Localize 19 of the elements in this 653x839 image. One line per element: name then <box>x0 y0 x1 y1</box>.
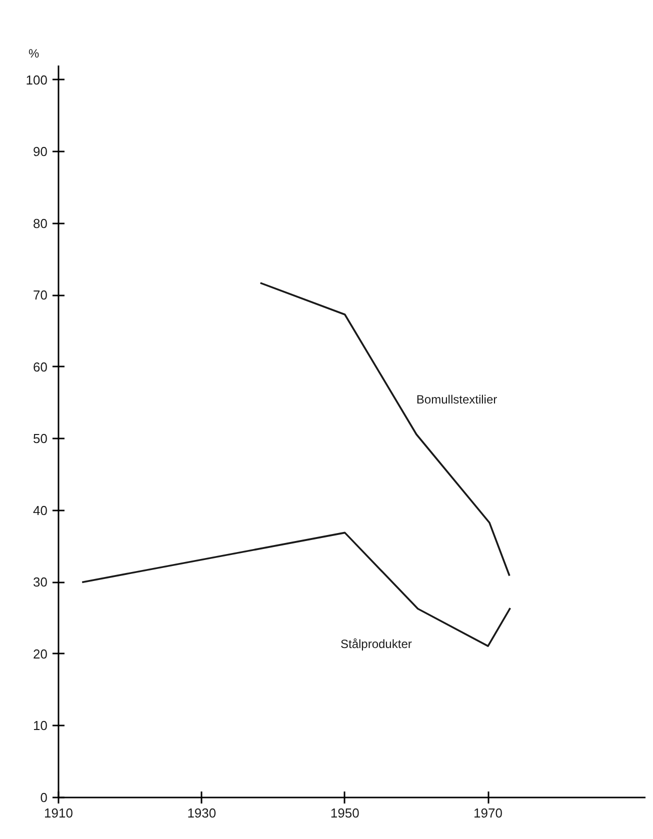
series-label: Bomullstextilier <box>416 392 498 406</box>
y-tick-label: 40 <box>33 502 48 518</box>
text: Stålprodukter <box>340 636 412 651</box>
x-tick-label: 1930 <box>187 806 216 820</box>
line-series <box>259 282 510 577</box>
y-tick-label: 60 <box>33 359 48 374</box>
y-tick-label: 20 <box>33 646 48 662</box>
y-tick-label: 10 <box>33 718 48 734</box>
y-tick-label: 30 <box>33 574 48 590</box>
y-tick-label: 70 <box>33 288 48 303</box>
y-tick-label: 50 <box>33 431 48 446</box>
y-tick-label: 80 <box>33 216 48 231</box>
x-tick-label: 1950 <box>330 806 360 820</box>
x-tick-label: 1970 <box>474 806 502 820</box>
x-tick-label: 1910 <box>44 806 73 820</box>
y-tick-label: 90 <box>33 144 48 160</box>
y-tick-label: 100 <box>26 72 48 88</box>
y-axis-title: % <box>28 46 40 60</box>
y-tick-label: 0 <box>40 790 48 805</box>
